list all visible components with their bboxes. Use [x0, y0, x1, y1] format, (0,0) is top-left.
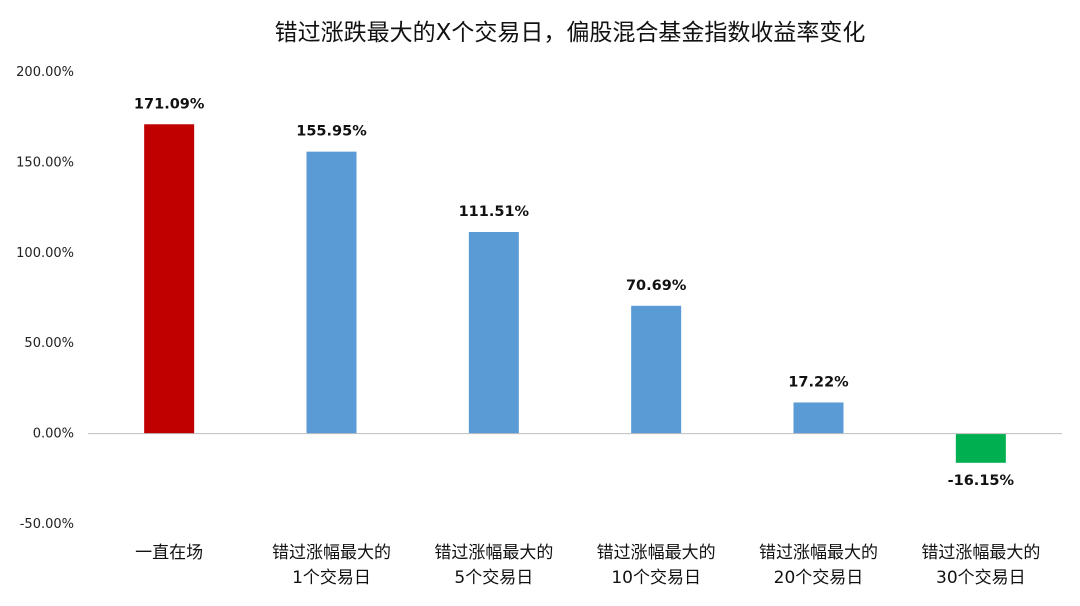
- y-tick-label: 50.00%: [24, 336, 74, 351]
- x-tick-label: 1个交易日: [292, 568, 371, 588]
- y-tick-label: -50.00%: [20, 517, 74, 532]
- x-tick-label: 一直在场: [135, 543, 203, 563]
- y-tick-label: 0.00%: [33, 427, 74, 442]
- x-tick-label: 错过涨幅最大的: [759, 543, 878, 563]
- bar: [793, 402, 844, 434]
- y-tick-label: 100.00%: [16, 246, 74, 261]
- bar: [468, 231, 519, 434]
- y-tick-label: 150.00%: [16, 155, 74, 170]
- data-label: -16.15%: [948, 473, 1015, 489]
- x-tick-label: 30个交易日: [936, 568, 1026, 588]
- data-label: 155.95%: [296, 124, 367, 140]
- x-tick-label: 10个交易日: [611, 568, 701, 588]
- data-label: 70.69%: [626, 278, 687, 294]
- y-tick-label: 200.00%: [16, 65, 74, 80]
- x-tick-label: 5个交易日: [454, 568, 533, 588]
- x-axis: 一直在场 错过涨幅最大的 1个交易日 错过涨幅最大的 5个交易日 错过涨幅最大的 10个交易…: [88, 433, 1062, 588]
- y-axis: -50.00% 0.00% 50.00% 100.00% 150.00% 200.00%: [16, 65, 74, 532]
- data-label: 111.51%: [459, 204, 530, 220]
- data-label: 17.22%: [788, 374, 849, 390]
- x-tick-label: 错过涨幅最大的: [597, 543, 716, 563]
- x-tick-label: 20个交易日: [774, 568, 864, 588]
- bar-series: 171.09% 155.95% 111.51% 70.69% 17.22% -16.15%: [134, 96, 1015, 489]
- x-tick-label: 错过涨幅最大的: [434, 543, 553, 563]
- bar: [631, 305, 682, 434]
- data-label: 171.09%: [134, 96, 205, 112]
- bar: [144, 124, 195, 434]
- x-tick-label: 错过涨幅最大的: [272, 543, 391, 563]
- chart-title: 错过涨跌最大的X个交易日，偏股混合基金指数收益率变化: [275, 20, 866, 46]
- bar: [955, 433, 1006, 463]
- bar: [306, 151, 357, 434]
- x-tick-label: 错过涨幅最大的: [921, 543, 1040, 563]
